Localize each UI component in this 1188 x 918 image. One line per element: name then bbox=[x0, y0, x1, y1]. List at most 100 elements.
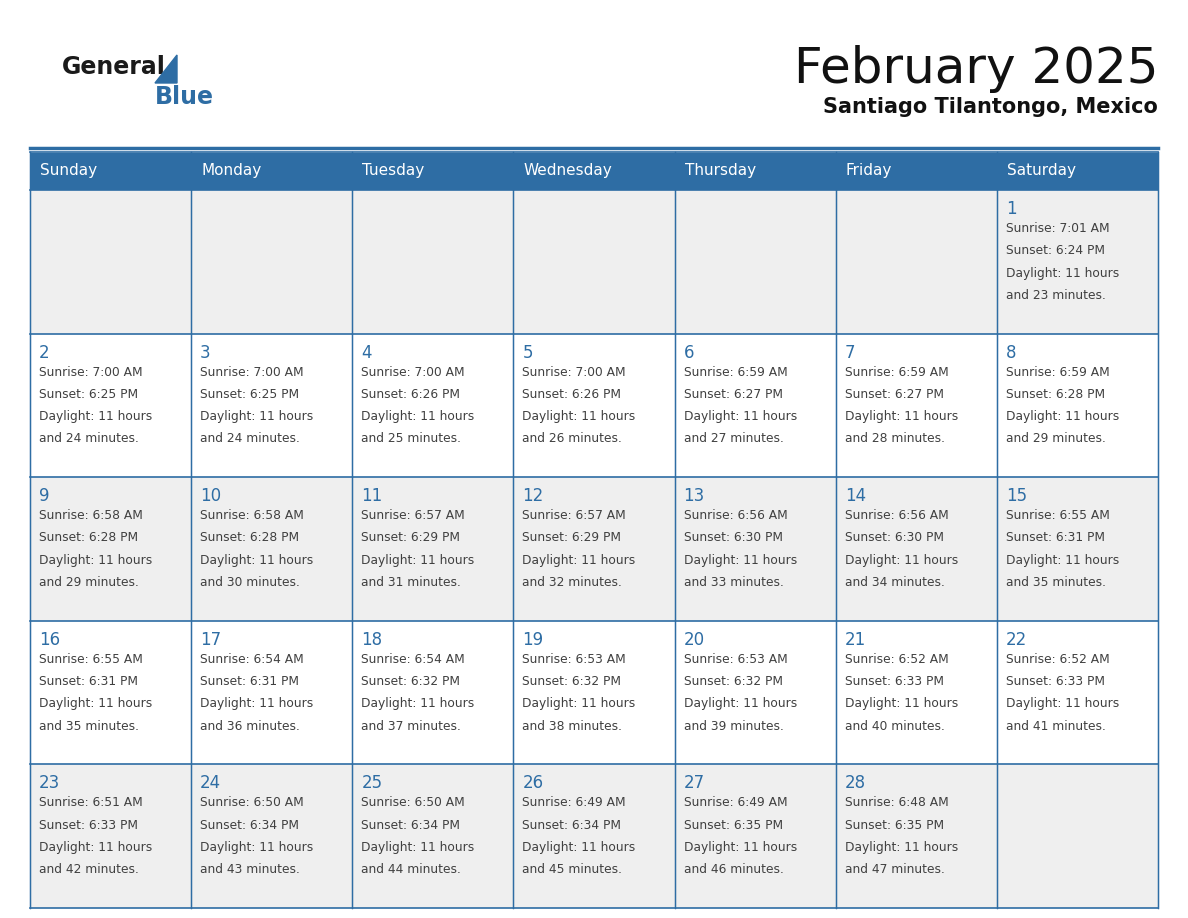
Text: Daylight: 11 hours: Daylight: 11 hours bbox=[39, 410, 152, 423]
Bar bbox=[30, 190, 191, 333]
Text: 25: 25 bbox=[361, 775, 383, 792]
Text: 24: 24 bbox=[200, 775, 221, 792]
Text: 11: 11 bbox=[361, 487, 383, 505]
Text: Sunrise: 6:52 AM: Sunrise: 6:52 AM bbox=[845, 653, 948, 666]
Text: Sunset: 6:30 PM: Sunset: 6:30 PM bbox=[845, 532, 943, 544]
Text: and 36 minutes.: and 36 minutes. bbox=[200, 720, 301, 733]
Text: 16: 16 bbox=[39, 631, 61, 649]
Text: Sunrise: 6:57 AM: Sunrise: 6:57 AM bbox=[523, 509, 626, 522]
Text: 4: 4 bbox=[361, 343, 372, 362]
Text: Daylight: 11 hours: Daylight: 11 hours bbox=[683, 698, 797, 711]
Text: and 42 minutes.: and 42 minutes. bbox=[39, 863, 139, 876]
Text: Daylight: 11 hours: Daylight: 11 hours bbox=[523, 554, 636, 566]
Text: 3: 3 bbox=[200, 343, 210, 362]
Text: Daylight: 11 hours: Daylight: 11 hours bbox=[361, 410, 474, 423]
Text: 21: 21 bbox=[845, 631, 866, 649]
Text: Santiago Tilantongo, Mexico: Santiago Tilantongo, Mexico bbox=[823, 97, 1158, 117]
Text: 17: 17 bbox=[200, 631, 221, 649]
Text: February 2025: February 2025 bbox=[794, 45, 1158, 93]
Bar bbox=[675, 152, 835, 190]
Text: Daylight: 11 hours: Daylight: 11 hours bbox=[1006, 554, 1119, 566]
Text: Blue: Blue bbox=[154, 85, 214, 109]
Text: Sunset: 6:34 PM: Sunset: 6:34 PM bbox=[361, 819, 460, 832]
Text: and 30 minutes.: and 30 minutes. bbox=[200, 576, 301, 589]
Text: and 47 minutes.: and 47 minutes. bbox=[845, 863, 944, 876]
Bar bbox=[191, 765, 353, 908]
Bar bbox=[513, 765, 675, 908]
Bar bbox=[30, 765, 191, 908]
Text: Sunrise: 6:48 AM: Sunrise: 6:48 AM bbox=[845, 797, 948, 810]
Bar bbox=[353, 333, 513, 477]
Text: Daylight: 11 hours: Daylight: 11 hours bbox=[361, 698, 474, 711]
Bar bbox=[997, 152, 1158, 190]
Text: Sunset: 6:35 PM: Sunset: 6:35 PM bbox=[683, 819, 783, 832]
Bar bbox=[997, 333, 1158, 477]
Bar bbox=[835, 621, 997, 765]
Text: and 35 minutes.: and 35 minutes. bbox=[1006, 576, 1106, 589]
Text: Sunset: 6:34 PM: Sunset: 6:34 PM bbox=[523, 819, 621, 832]
Text: Daylight: 11 hours: Daylight: 11 hours bbox=[1006, 410, 1119, 423]
Text: 1: 1 bbox=[1006, 200, 1017, 218]
Text: 8: 8 bbox=[1006, 343, 1017, 362]
Text: Sunrise: 6:56 AM: Sunrise: 6:56 AM bbox=[683, 509, 788, 522]
Text: and 44 minutes.: and 44 minutes. bbox=[361, 863, 461, 876]
Text: Sunrise: 6:54 AM: Sunrise: 6:54 AM bbox=[200, 653, 304, 666]
Text: Daylight: 11 hours: Daylight: 11 hours bbox=[1006, 266, 1119, 279]
Text: and 32 minutes.: and 32 minutes. bbox=[523, 576, 623, 589]
Text: 14: 14 bbox=[845, 487, 866, 505]
Bar bbox=[30, 621, 191, 765]
Text: Sunrise: 6:53 AM: Sunrise: 6:53 AM bbox=[523, 653, 626, 666]
Text: Sunset: 6:31 PM: Sunset: 6:31 PM bbox=[200, 675, 299, 688]
Text: Daylight: 11 hours: Daylight: 11 hours bbox=[200, 698, 314, 711]
Bar bbox=[513, 190, 675, 333]
Text: Sunrise: 6:50 AM: Sunrise: 6:50 AM bbox=[200, 797, 304, 810]
Text: Sunset: 6:26 PM: Sunset: 6:26 PM bbox=[523, 388, 621, 401]
Text: Sunrise: 6:55 AM: Sunrise: 6:55 AM bbox=[1006, 509, 1110, 522]
Text: and 46 minutes.: and 46 minutes. bbox=[683, 863, 783, 876]
Text: Daylight: 11 hours: Daylight: 11 hours bbox=[361, 841, 474, 854]
Text: 27: 27 bbox=[683, 775, 704, 792]
Bar bbox=[675, 333, 835, 477]
Bar bbox=[997, 765, 1158, 908]
Text: Sunrise: 7:00 AM: Sunrise: 7:00 AM bbox=[200, 365, 304, 378]
Text: Sunrise: 6:58 AM: Sunrise: 6:58 AM bbox=[39, 509, 143, 522]
Text: Daylight: 11 hours: Daylight: 11 hours bbox=[523, 410, 636, 423]
Text: 28: 28 bbox=[845, 775, 866, 792]
Text: Sunrise: 6:52 AM: Sunrise: 6:52 AM bbox=[1006, 653, 1110, 666]
Text: and 26 minutes.: and 26 minutes. bbox=[523, 432, 623, 445]
Bar bbox=[997, 477, 1158, 621]
Bar bbox=[513, 152, 675, 190]
Text: 9: 9 bbox=[39, 487, 50, 505]
Text: Sunrise: 6:59 AM: Sunrise: 6:59 AM bbox=[683, 365, 788, 378]
Text: Sunset: 6:33 PM: Sunset: 6:33 PM bbox=[845, 675, 943, 688]
Bar bbox=[997, 621, 1158, 765]
Text: and 27 minutes.: and 27 minutes. bbox=[683, 432, 783, 445]
Text: Daylight: 11 hours: Daylight: 11 hours bbox=[523, 698, 636, 711]
Text: Sunrise: 7:00 AM: Sunrise: 7:00 AM bbox=[523, 365, 626, 378]
Text: Sunrise: 6:57 AM: Sunrise: 6:57 AM bbox=[361, 509, 465, 522]
Text: 18: 18 bbox=[361, 631, 383, 649]
Bar bbox=[513, 621, 675, 765]
Text: Tuesday: Tuesday bbox=[362, 163, 424, 178]
Text: and 29 minutes.: and 29 minutes. bbox=[39, 576, 139, 589]
Text: Daylight: 11 hours: Daylight: 11 hours bbox=[845, 554, 958, 566]
Text: and 25 minutes.: and 25 minutes. bbox=[361, 432, 461, 445]
Text: Sunset: 6:29 PM: Sunset: 6:29 PM bbox=[361, 532, 460, 544]
Text: Daylight: 11 hours: Daylight: 11 hours bbox=[683, 841, 797, 854]
Bar bbox=[191, 621, 353, 765]
Text: and 29 minutes.: and 29 minutes. bbox=[1006, 432, 1106, 445]
Text: Sunrise: 6:59 AM: Sunrise: 6:59 AM bbox=[845, 365, 948, 378]
Text: Sunrise: 6:54 AM: Sunrise: 6:54 AM bbox=[361, 653, 465, 666]
Text: Thursday: Thursday bbox=[684, 163, 756, 178]
Text: Sunrise: 6:49 AM: Sunrise: 6:49 AM bbox=[683, 797, 788, 810]
Text: and 23 minutes.: and 23 minutes. bbox=[1006, 289, 1106, 302]
Bar bbox=[675, 190, 835, 333]
Text: Daylight: 11 hours: Daylight: 11 hours bbox=[200, 841, 314, 854]
Text: Sunrise: 7:00 AM: Sunrise: 7:00 AM bbox=[361, 365, 465, 378]
Text: and 24 minutes.: and 24 minutes. bbox=[39, 432, 139, 445]
Text: 23: 23 bbox=[39, 775, 61, 792]
Text: Daylight: 11 hours: Daylight: 11 hours bbox=[39, 841, 152, 854]
Bar bbox=[835, 477, 997, 621]
Text: and 37 minutes.: and 37 minutes. bbox=[361, 720, 461, 733]
Bar bbox=[30, 477, 191, 621]
